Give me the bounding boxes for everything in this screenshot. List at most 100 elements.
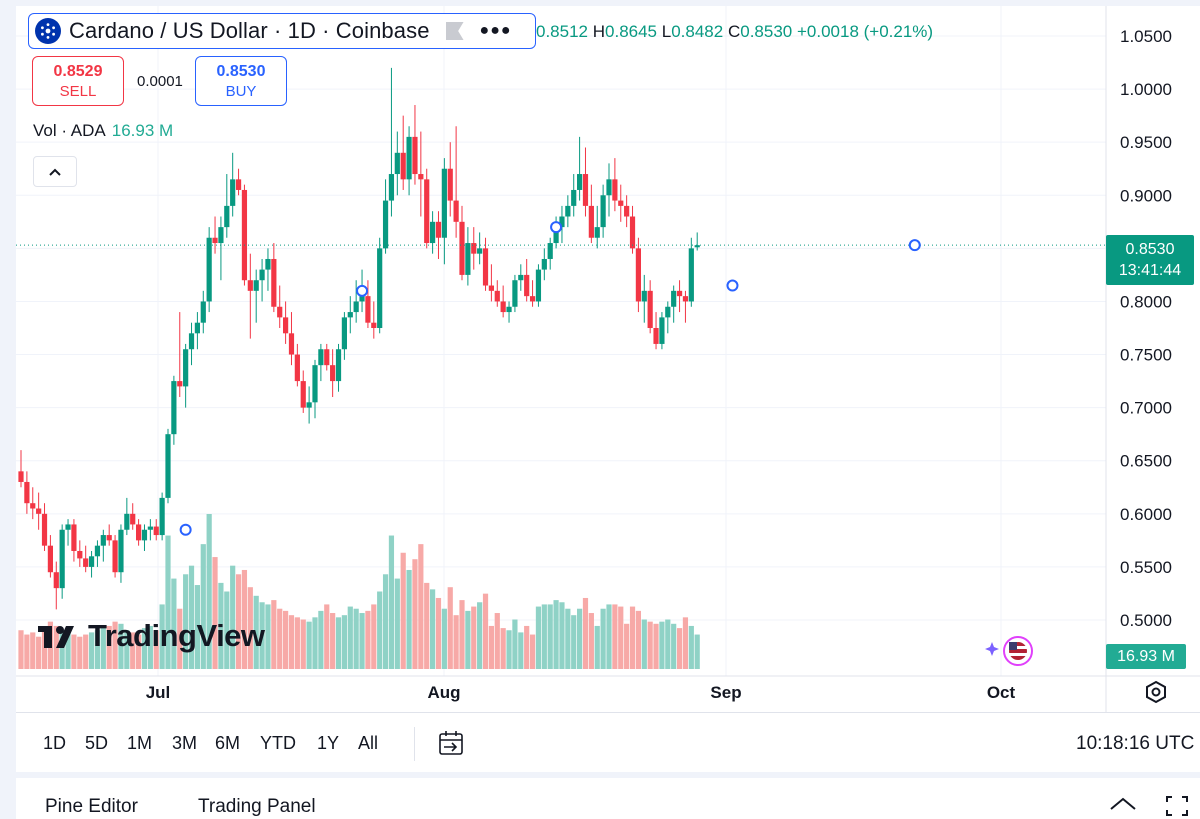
buy-button[interactable]: 0.8530 BUY <box>195 56 287 106</box>
candle[interactable] <box>218 227 224 244</box>
candle[interactable] <box>371 322 377 328</box>
candle[interactable] <box>412 136 418 175</box>
candle[interactable] <box>488 285 494 291</box>
symbol-search-box[interactable]: Cardano / US Dollar · 1D · Coinbase ●●● <box>28 13 536 49</box>
candle[interactable] <box>482 248 489 286</box>
candle[interactable] <box>230 179 236 206</box>
candle[interactable] <box>671 290 677 307</box>
candle[interactable] <box>618 200 624 206</box>
candle[interactable] <box>694 245 700 248</box>
range-all[interactable]: All <box>358 733 379 753</box>
maximize-panel-icon[interactable] <box>1164 794 1190 818</box>
candle[interactable] <box>382 200 389 249</box>
go-to-date-icon[interactable] <box>436 728 466 758</box>
candle[interactable] <box>582 174 589 206</box>
candle[interactable] <box>265 258 271 270</box>
chart-pane[interactable]: 1.05001.00000.95000.90000.85000.80000.75… <box>16 6 1200 712</box>
range-5d[interactable]: 5D <box>85 733 109 753</box>
candle[interactable] <box>453 200 459 222</box>
candle[interactable] <box>318 349 324 366</box>
candle[interactable] <box>518 274 524 281</box>
candle[interactable] <box>435 221 442 238</box>
candle[interactable] <box>324 349 330 366</box>
candle[interactable] <box>118 529 124 573</box>
candle[interactable] <box>71 524 77 551</box>
candle[interactable] <box>159 497 165 536</box>
candle[interactable] <box>294 354 300 382</box>
candle[interactable] <box>65 524 71 530</box>
candle[interactable] <box>165 434 171 498</box>
candle[interactable] <box>500 301 506 313</box>
volume-legend[interactable]: Vol · ADA 16.93 M <box>33 121 173 141</box>
range-ytd[interactable]: YTD <box>260 733 296 753</box>
candle[interactable] <box>606 179 612 196</box>
candle[interactable] <box>447 168 453 201</box>
candle[interactable] <box>200 301 206 323</box>
range-1y[interactable]: 1Y <box>317 733 340 753</box>
candle[interactable] <box>224 205 230 228</box>
candle[interactable] <box>571 189 577 206</box>
candle[interactable] <box>635 248 641 302</box>
candle[interactable] <box>653 328 659 344</box>
candle[interactable] <box>430 221 436 244</box>
symbol-title[interactable]: Cardano / US Dollar · 1D · Coinbase <box>69 18 430 43</box>
candle[interactable] <box>594 227 600 238</box>
flag-icon[interactable] <box>445 22 464 40</box>
candle[interactable] <box>88 556 95 567</box>
event-marker-icon[interactable] <box>908 239 921 252</box>
candle[interactable] <box>682 296 689 302</box>
candle[interactable] <box>171 381 177 435</box>
candle[interactable] <box>277 306 283 318</box>
candle[interactable] <box>641 290 647 302</box>
candle[interactable] <box>183 349 189 387</box>
candle[interactable] <box>400 152 406 180</box>
candle[interactable] <box>359 296 365 302</box>
candle[interactable] <box>18 471 24 482</box>
candle[interactable] <box>424 179 430 244</box>
chart-settings-icon[interactable] <box>1144 680 1168 704</box>
candle[interactable] <box>394 152 400 175</box>
candle[interactable] <box>377 248 383 328</box>
candle[interactable] <box>253 280 259 291</box>
event-marker-icon[interactable] <box>726 279 739 292</box>
candle[interactable] <box>83 558 89 567</box>
candle[interactable] <box>330 365 336 382</box>
candle[interactable] <box>59 529 65 589</box>
candle[interactable] <box>112 540 118 573</box>
candle[interactable] <box>188 333 195 350</box>
candle[interactable] <box>665 306 671 318</box>
candle[interactable] <box>312 365 318 403</box>
candle[interactable] <box>565 205 571 217</box>
candle[interactable] <box>559 216 565 228</box>
candle[interactable] <box>341 317 347 350</box>
candle[interactable] <box>271 258 277 307</box>
tab-pine-editor[interactable]: Pine Editor <box>45 796 138 817</box>
candle[interactable] <box>94 545 101 557</box>
candle[interactable] <box>353 301 359 313</box>
candle[interactable] <box>77 550 83 559</box>
candle[interactable] <box>547 243 553 259</box>
candle[interactable] <box>465 243 471 275</box>
candle[interactable] <box>418 174 424 180</box>
candle[interactable] <box>347 312 353 318</box>
candle[interactable] <box>259 269 265 281</box>
candle[interactable] <box>524 274 530 297</box>
candle[interactable] <box>553 227 559 244</box>
range-1m[interactable]: 1M <box>127 733 153 753</box>
candle[interactable] <box>471 243 477 254</box>
candle[interactable] <box>659 317 665 344</box>
event-marker-icon[interactable] <box>179 523 192 536</box>
candle[interactable] <box>300 381 306 408</box>
range-1d[interactable]: 1D <box>43 733 67 753</box>
candle[interactable] <box>47 545 53 573</box>
candle[interactable] <box>335 349 342 382</box>
candle[interactable] <box>506 306 512 313</box>
candle[interactable] <box>53 572 59 589</box>
candle[interactable] <box>41 513 48 546</box>
collapse-legend-button[interactable] <box>33 156 77 187</box>
candle[interactable] <box>441 168 447 238</box>
more-options-icon[interactable]: ●●● <box>479 22 512 39</box>
candle[interactable] <box>206 237 212 302</box>
candle[interactable] <box>136 524 142 541</box>
price-chart[interactable]: 1.05001.00000.95000.90000.85000.80000.75… <box>16 6 1200 712</box>
